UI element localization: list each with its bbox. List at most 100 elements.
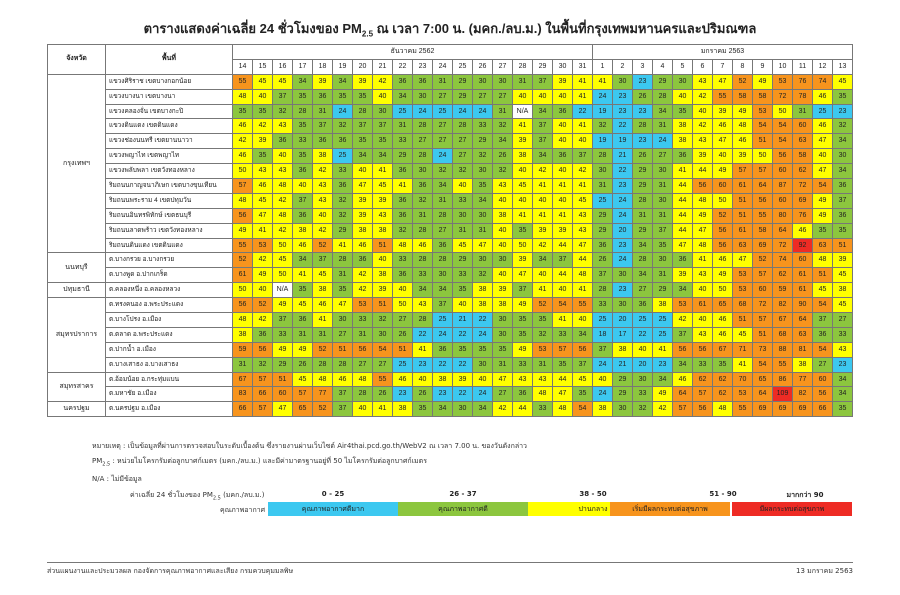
value-cell: 27 xyxy=(632,282,653,299)
legend-label-avg-post: (มคก./ลบ.ม.) xyxy=(220,491,265,499)
value-cell: 36 xyxy=(592,237,613,254)
value-cell: 33 xyxy=(292,133,313,150)
value-cell: 46 xyxy=(392,371,413,388)
value-cell: 34 xyxy=(832,386,853,403)
value-cell: 28 xyxy=(412,118,433,135)
day-header: 30 xyxy=(552,58,573,75)
value-cell: 36 xyxy=(512,386,533,403)
value-cell: 35 xyxy=(672,103,693,120)
value-cell: 38 xyxy=(432,371,453,388)
value-cell: 58 xyxy=(792,148,813,165)
value-cell: 29 xyxy=(472,133,493,150)
value-cell: 36 xyxy=(392,207,413,224)
value-cell: 74 xyxy=(812,73,833,90)
value-cell: 38 xyxy=(672,118,693,135)
value-cell: 50 xyxy=(712,282,733,299)
value-cell: 42 xyxy=(272,192,293,209)
day-header: 6 xyxy=(692,58,713,75)
value-cell: 28 xyxy=(632,192,653,209)
value-cell: 39 xyxy=(492,282,513,299)
value-cell: 51 xyxy=(812,267,833,284)
value-cell: 40 xyxy=(352,401,373,418)
value-cell: 44 xyxy=(672,192,693,209)
value-cell: 35 xyxy=(292,282,313,299)
value-cell: 33 xyxy=(832,326,853,343)
value-cell: 30 xyxy=(472,73,493,90)
value-cell: 28 xyxy=(312,356,333,373)
value-cell: 22 xyxy=(432,356,453,373)
value-cell: 25 xyxy=(592,192,613,209)
value-cell: 36 xyxy=(332,178,353,194)
value-cell: 35 xyxy=(332,282,353,299)
value-cell: N/A xyxy=(512,103,533,120)
value-cell: 39 xyxy=(352,192,373,209)
value-cell: 47 xyxy=(732,252,753,269)
value-cell: 45 xyxy=(832,267,853,284)
value-cell: 49 xyxy=(732,103,753,120)
station-cell: ต.ตลาด อ.พระประแดง xyxy=(105,326,233,343)
value-cell: 32 xyxy=(412,192,433,209)
header-row-days: 14 15 16 17 18 19 20 21 22 23 24 25 26 27 28 29 30 31 1 2 3 4… xyxy=(48,58,853,75)
value-cell: 30 xyxy=(432,267,453,284)
value-cell: 40 xyxy=(272,148,293,165)
value-cell: 31 xyxy=(492,103,513,120)
value-cell: 46 xyxy=(712,252,733,269)
value-cell: 70 xyxy=(732,371,753,388)
station-header: พื้นที่ xyxy=(105,44,233,75)
value-cell: 49 xyxy=(272,297,293,314)
value-cell: 41 xyxy=(552,207,573,224)
value-cell: 64 xyxy=(792,312,813,328)
value-cell: 27 xyxy=(412,133,433,150)
value-cell: 56 xyxy=(712,222,733,239)
value-cell: 40 xyxy=(552,88,573,105)
footer-date: 13 มกราคม 2563 xyxy=(795,567,853,575)
value-cell: 27 xyxy=(372,356,393,373)
value-cell: 49 xyxy=(292,341,313,358)
value-cell: 38 xyxy=(472,297,493,314)
value-cell: 36 xyxy=(552,148,573,165)
value-cell: 64 xyxy=(752,386,773,403)
value-cell: 62 xyxy=(692,371,713,388)
station-cell: แขวงพญาไท เขตพญาไท xyxy=(105,148,233,165)
province-cell: นนทบุรี xyxy=(47,252,106,284)
value-cell: 39 xyxy=(712,103,733,120)
station-cell: ริมถนนอินทรพิทักษ์ เขตธนบุรี xyxy=(105,207,233,224)
value-cell: 25 xyxy=(432,103,453,120)
value-cell: 39 xyxy=(512,133,533,150)
value-cell: 32 xyxy=(392,222,413,239)
value-cell: 64 xyxy=(672,386,693,403)
value-cell: 32 xyxy=(272,103,293,120)
value-cell: 78 xyxy=(792,88,813,105)
table-row: ต.ตลาด อ.พระประแดง 38 36 33 31 31 27 31 30 26 22 24… xyxy=(48,326,853,343)
value-cell: 31 xyxy=(412,207,433,224)
day-header: 20 xyxy=(352,58,373,75)
day-header: 5 xyxy=(672,58,693,75)
value-cell: 31 xyxy=(452,222,473,239)
value-cell: 36 xyxy=(272,133,293,150)
value-cell: 42 xyxy=(532,163,553,180)
value-cell: 47 xyxy=(672,237,693,254)
value-cell: 47 xyxy=(272,401,293,418)
value-cell: 61 xyxy=(232,267,253,284)
value-cell: 37 xyxy=(272,312,293,328)
value-cell: 38 xyxy=(352,222,373,239)
value-cell: 31 xyxy=(432,73,453,90)
value-cell: 50 xyxy=(232,282,253,299)
legend-level-2: คุณภาพอากาศดี xyxy=(398,502,528,516)
value-cell: 56 xyxy=(672,341,693,358)
value-cell: 82 xyxy=(772,297,793,314)
value-cell: 44 xyxy=(572,252,593,269)
value-cell: 27 xyxy=(492,386,513,403)
value-cell: 27 xyxy=(332,326,353,343)
value-cell: 33 xyxy=(592,297,613,314)
value-cell: 47 xyxy=(332,297,353,314)
value-cell: 69 xyxy=(752,237,773,254)
value-cell: 49 xyxy=(252,267,273,284)
value-cell: 47 xyxy=(692,222,713,239)
value-cell: 35 xyxy=(832,222,853,239)
station-cell: ริมถนนพระราม 4 เขตปทุมวัน xyxy=(105,192,233,209)
value-cell: 29 xyxy=(612,371,633,388)
value-cell: 30 xyxy=(452,401,473,418)
value-cell: 26 xyxy=(372,386,393,403)
value-cell: 45 xyxy=(252,192,273,209)
